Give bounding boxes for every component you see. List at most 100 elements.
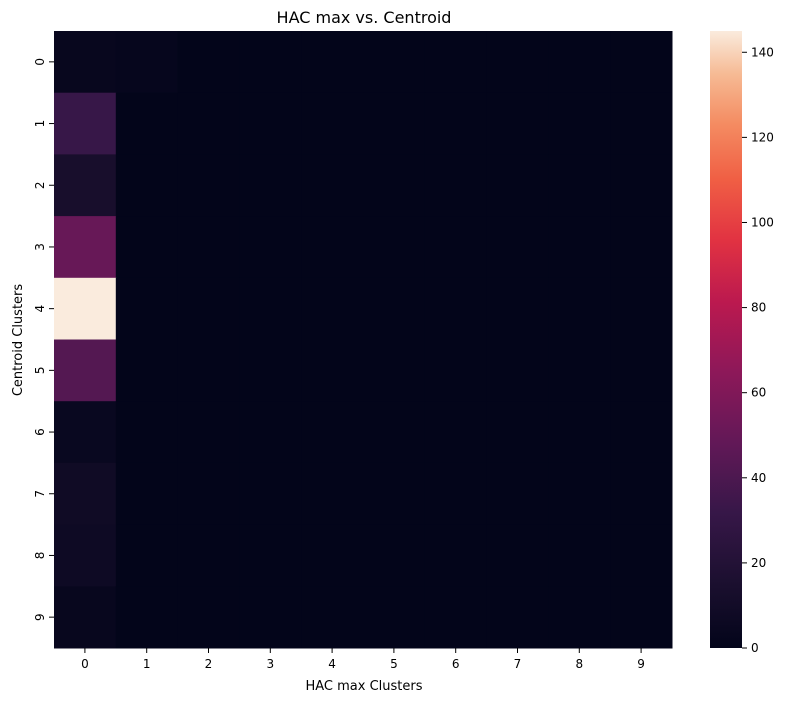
y-tick-label: 4 xyxy=(33,305,47,313)
heatmap-cell-r8-c2 xyxy=(177,524,240,587)
heatmap-cell-r6-c1 xyxy=(115,401,179,464)
heatmap-cell-r7-c0 xyxy=(54,462,117,526)
heatmap-cell-r8-c3 xyxy=(239,524,302,587)
heatmap-cell-r9-c2 xyxy=(177,586,240,649)
heatmap-cell-r6-c9 xyxy=(610,401,673,464)
heatmap-cell-r3-c9 xyxy=(610,216,673,279)
heatmap-cell-r3-c8 xyxy=(548,216,611,279)
heatmap-cell-r0-c2 xyxy=(177,31,240,94)
heatmap-cell-r1-c5 xyxy=(363,92,426,155)
heatmap-cell-r5-c8 xyxy=(548,339,611,402)
heatmap-cell-r4-c4 xyxy=(301,277,364,340)
x-tick-label: 4 xyxy=(328,657,336,671)
heatmap-cell-r5-c0 xyxy=(54,339,117,402)
chart-title: HAC max vs. Centroid xyxy=(277,8,452,27)
heatmap-cell-r4-c5 xyxy=(363,277,426,340)
heatmap-cell-r6-c8 xyxy=(548,401,611,464)
x-tick-label: 3 xyxy=(266,657,274,671)
heatmap-cell-r5-c5 xyxy=(363,339,426,402)
heatmap-cell-r6-c3 xyxy=(239,401,302,464)
heatmap-cell-r6-c7 xyxy=(486,401,549,464)
heatmap-cell-r4-c7 xyxy=(486,277,549,340)
heatmap-cell-r4-c6 xyxy=(424,277,488,340)
heatmap-cell-r9-c5 xyxy=(363,586,426,649)
heatmap-cell-r5-c3 xyxy=(239,339,302,402)
heatmap-cell-r5-c4 xyxy=(301,339,364,402)
heatmap-cell-r1-c0 xyxy=(54,92,117,155)
heatmap-cell-r0-c7 xyxy=(486,31,549,94)
heatmap-cell-r3-c1 xyxy=(115,216,179,279)
heatmap-cell-r9-c7 xyxy=(486,586,549,649)
y-tick-label: 1 xyxy=(33,120,47,128)
x-tick-label: 8 xyxy=(575,657,583,671)
heatmap-cell-r5-c1 xyxy=(115,339,179,402)
heatmap-cell-r1-c6 xyxy=(424,92,488,155)
colorbar-tick-label: 120 xyxy=(751,130,774,144)
heatmap-cell-r6-c6 xyxy=(424,401,488,464)
heatmap-cell-r7-c6 xyxy=(424,462,488,526)
heatmap-cell-r9-c4 xyxy=(301,586,364,649)
x-tick-label: 5 xyxy=(390,657,398,671)
heatmap-cell-r8-c4 xyxy=(301,524,364,587)
x-tick-label: 1 xyxy=(143,657,151,671)
heatmap-cell-r4-c9 xyxy=(610,277,673,340)
y-tick-label: 0 xyxy=(33,58,47,66)
y-tick-label: 2 xyxy=(33,181,47,189)
heatmap-cell-r5-c7 xyxy=(486,339,549,402)
heatmap-cell-r3-c3 xyxy=(239,216,302,279)
heatmap-cell-r5-c9 xyxy=(610,339,673,402)
y-tick-label: 9 xyxy=(33,613,47,621)
heatmap-cell-r0-c6 xyxy=(424,31,488,94)
heatmap-cell-r2-c2 xyxy=(177,154,240,217)
heatmap-cell-r1-c1 xyxy=(115,92,179,155)
heatmap-cell-r1-c2 xyxy=(177,92,240,155)
y-axis-label: Centroid Clusters xyxy=(11,284,26,397)
heatmap-cell-r8-c1 xyxy=(115,524,179,587)
heatmap-cell-r1-c4 xyxy=(301,92,364,155)
heatmap-cell-r7-c2 xyxy=(177,462,240,526)
heatmap-cell-r6-c5 xyxy=(363,401,426,464)
heatmap-cell-r7-c1 xyxy=(115,462,179,526)
heatmap-cell-r7-c5 xyxy=(363,462,426,526)
colorbar-tick-label: 60 xyxy=(751,386,766,400)
heatmap-cell-r9-c6 xyxy=(424,586,488,649)
heatmap-cell-r4-c3 xyxy=(239,277,302,340)
heatmap-cell-r3-c6 xyxy=(424,216,488,279)
heatmap-cell-r9-c9 xyxy=(610,586,673,649)
heatmap-cell-r9-c0 xyxy=(54,586,117,649)
y-tick-label: 7 xyxy=(33,490,47,498)
heatmap-cell-r2-c4 xyxy=(301,154,364,217)
colorbar xyxy=(710,31,742,648)
heatmap-cell-r3-c5 xyxy=(363,216,426,279)
x-tick-label: 6 xyxy=(452,657,460,671)
colorbar-tick-label: 100 xyxy=(751,215,774,229)
x-axis-ticks: 0 1 2 3 4 5 6 7 8 9 xyxy=(81,648,645,671)
heatmap-cell-r8-c8 xyxy=(548,524,611,587)
heatmap-cell-r7-c9 xyxy=(610,462,673,526)
colorbar-tick-label: 80 xyxy=(751,301,766,315)
heatmap-cell-r2-c5 xyxy=(363,154,426,217)
heatmap-cell-r0-c1 xyxy=(115,31,179,94)
heatmap-cell-r4-c1 xyxy=(115,277,179,340)
heatmap-cell-r7-c3 xyxy=(239,462,302,526)
heatmap-cell-r4-c0 xyxy=(54,277,117,340)
heatmap-cell-r8-c6 xyxy=(424,524,488,587)
colorbar-ticks: 0 20 40 60 80 100 120 140 xyxy=(742,45,774,655)
heatmap-cell-r2-c1 xyxy=(115,154,179,217)
heatmap-cell-r4-c2 xyxy=(177,277,240,340)
heatmap-cell-r7-c4 xyxy=(301,462,364,526)
heatmap-cell-r6-c4 xyxy=(301,401,364,464)
heatmap-cell-r0-c3 xyxy=(239,31,302,94)
heatmap-cell-r0-c4 xyxy=(301,31,364,94)
heatmap-cell-r9-c1 xyxy=(115,586,179,649)
colorbar-tick-label: 20 xyxy=(751,556,766,570)
heatmap-cell-r3-c2 xyxy=(177,216,240,279)
heatmap-cell-r2-c9 xyxy=(610,154,673,217)
x-tick-label: 7 xyxy=(514,657,522,671)
heatmap-cell-r7-c8 xyxy=(548,462,611,526)
heatmap-cell-r2-c0 xyxy=(54,154,117,217)
heatmap-cells xyxy=(54,31,673,649)
heatmap-cell-r2-c7 xyxy=(486,154,549,217)
heatmap-cell-r0-c9 xyxy=(610,31,673,94)
